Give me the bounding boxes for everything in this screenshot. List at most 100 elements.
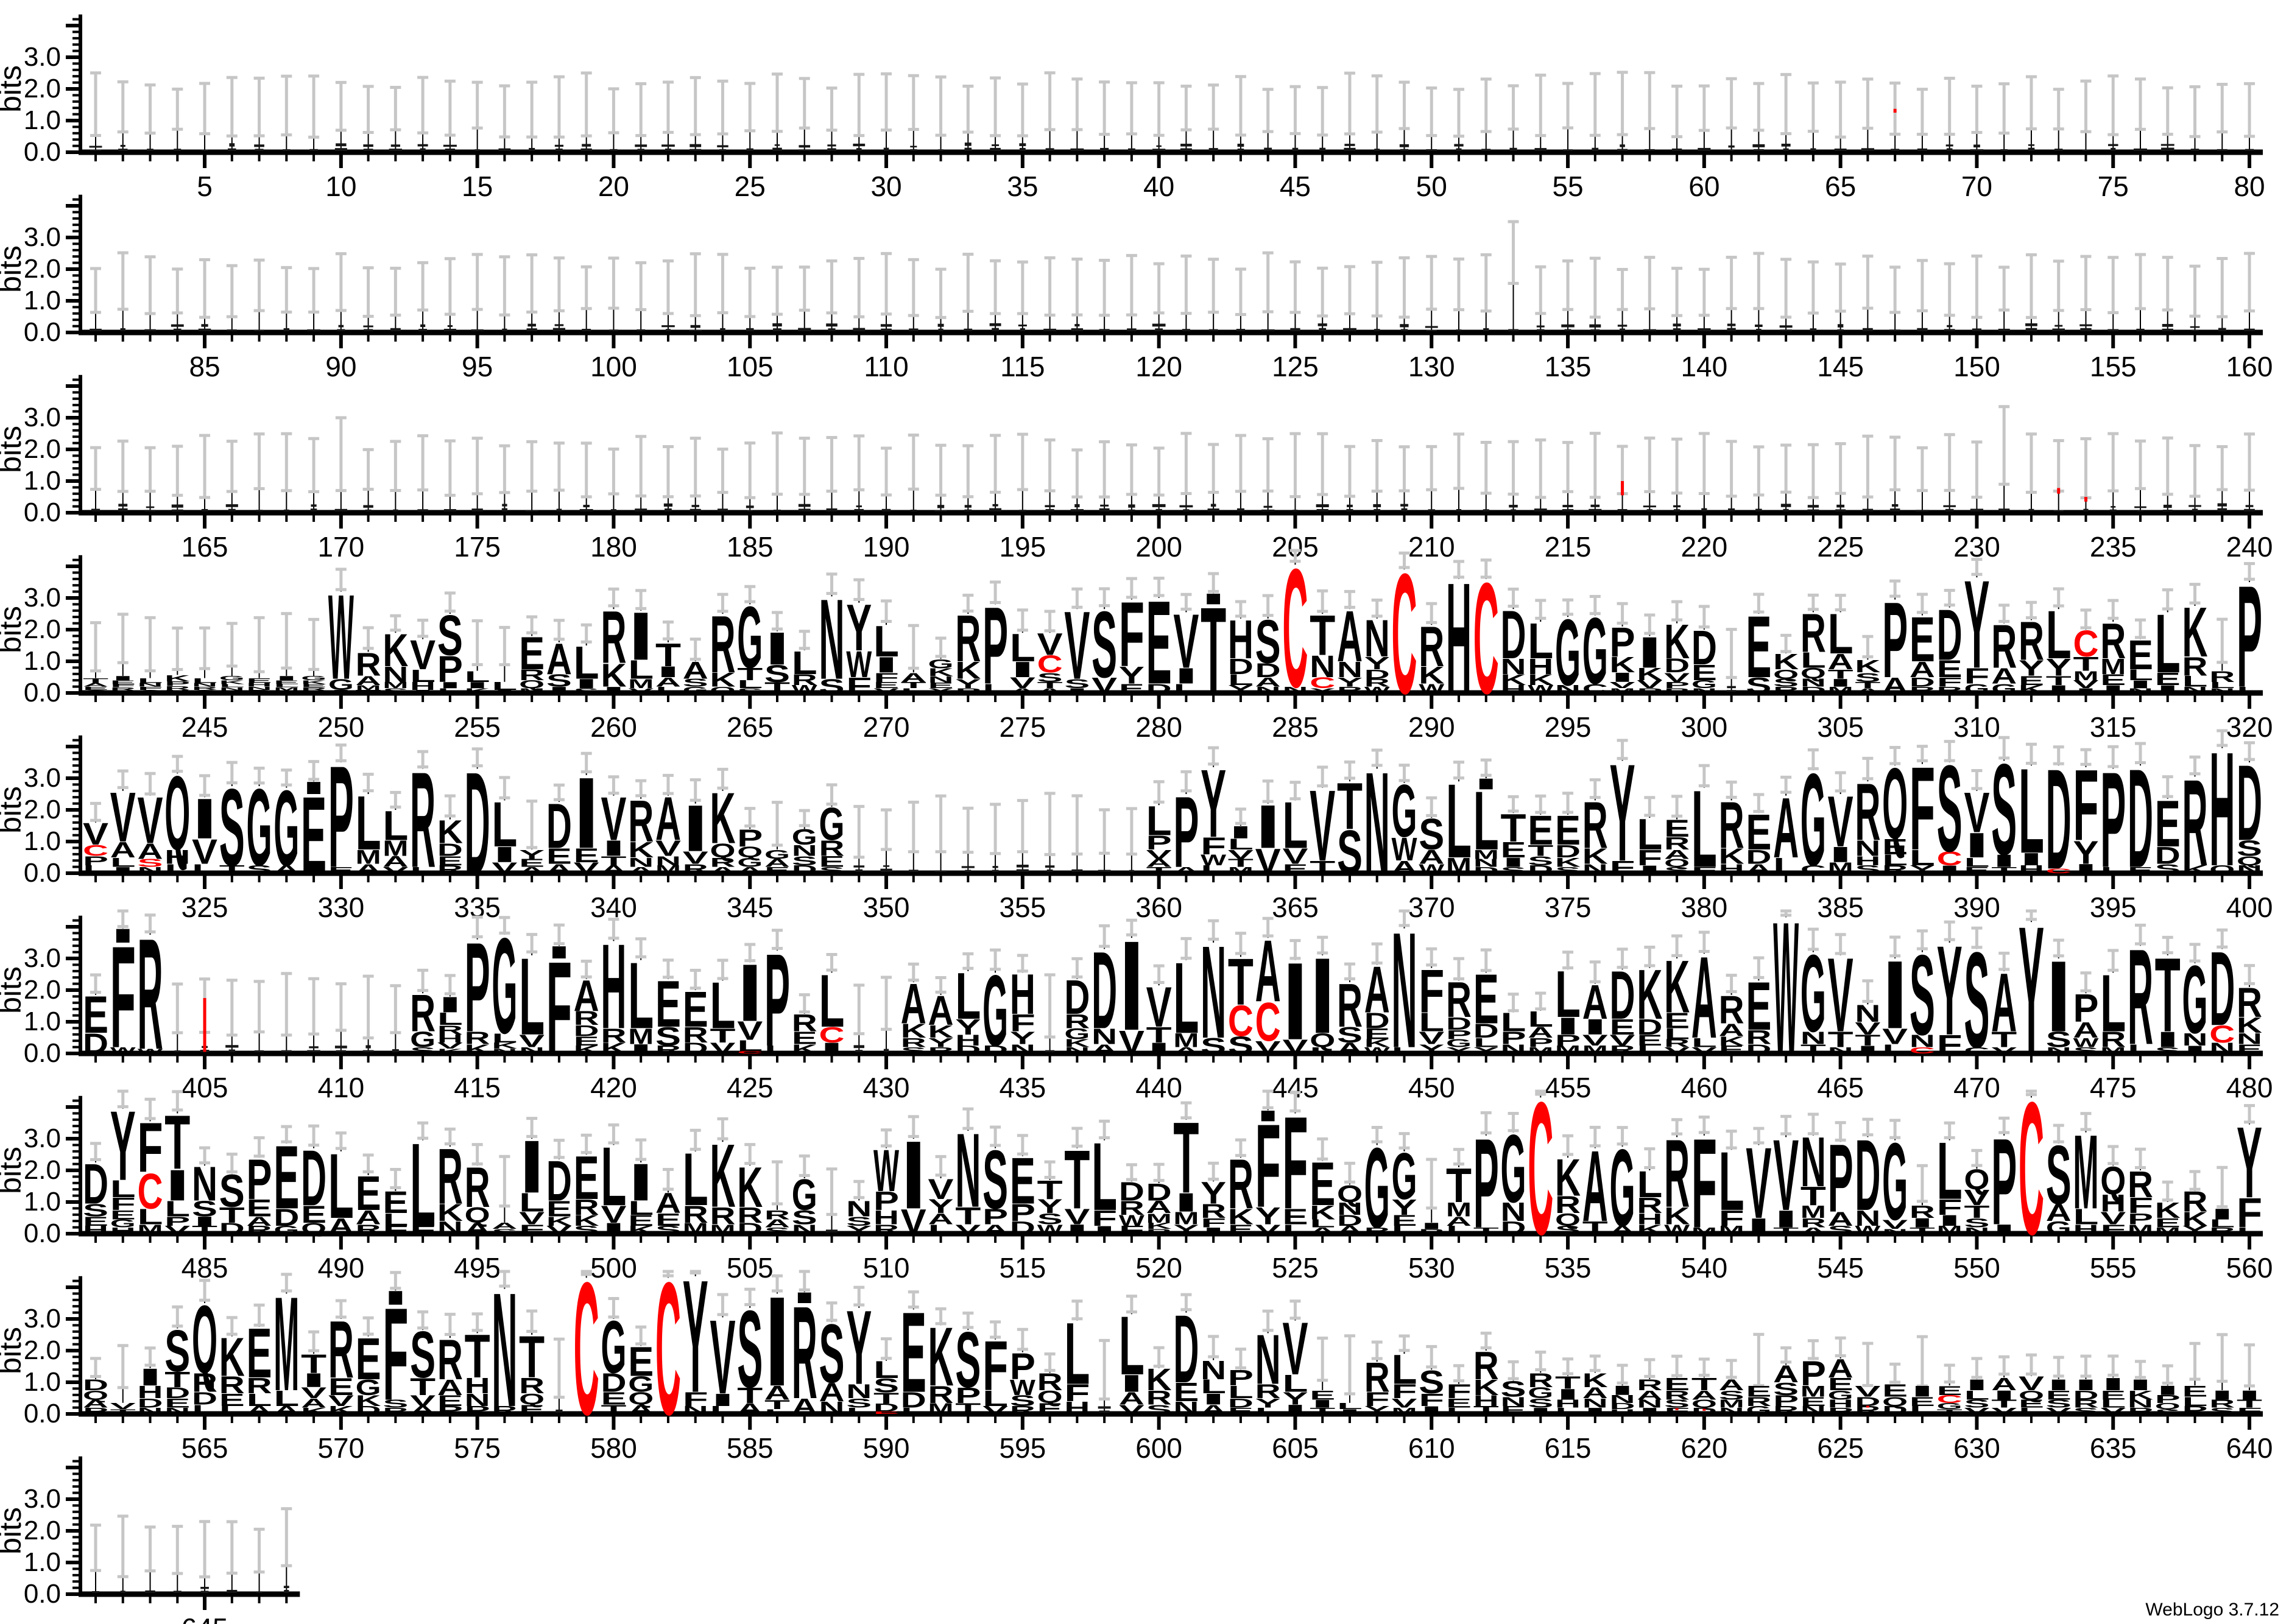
logo-letter: F (383, 1280, 408, 1428)
logo-letter: S (574, 687, 599, 694)
logo-letter: L (1310, 1218, 1335, 1230)
svg-text:75: 75 (2098, 170, 2129, 202)
logo-letter: T (2155, 937, 2181, 1054)
logo-letter: M (2128, 1222, 2153, 1237)
logo-letter: E (1637, 1032, 1662, 1049)
logo-letter: N (1910, 1031, 1935, 1051)
logo-letter: D (273, 1204, 299, 1231)
logo-letter: I (2182, 1044, 2208, 1056)
logo-letter: I (1119, 1370, 1144, 1397)
logo-letter: K (574, 1044, 599, 1056)
svg-text:95: 95 (462, 351, 493, 382)
logo-letter: H (2019, 863, 2044, 876)
logo-letter: L (2046, 596, 2072, 672)
logo-letter: S (1555, 865, 1581, 875)
logo-letter: F (2128, 1193, 2153, 1218)
logo-letter: H (601, 919, 626, 1055)
logo-letter: R (110, 686, 136, 691)
logo-letter: E (2128, 865, 2153, 875)
logo-letter: R (1364, 1354, 1390, 1401)
logo-letter: N (164, 1406, 190, 1416)
logo-letter: F (110, 1194, 136, 1214)
logo-letter: F (110, 683, 136, 688)
logo-letter: N (792, 1222, 817, 1237)
logo-letter: V (2073, 678, 2098, 691)
logo-letter: I (1746, 1214, 1771, 1239)
logo-letter: D (792, 863, 817, 876)
logo-letter: R (465, 1028, 490, 1048)
logo-letter: E (1719, 1044, 1744, 1056)
logo-letter: G (1937, 1402, 1963, 1411)
svg-text:bits: bits (0, 606, 27, 653)
logo-letter: T (1201, 582, 1226, 720)
logo-letter: I (110, 865, 136, 875)
logo-letter: H (1719, 862, 1744, 876)
logo-letter: S (219, 1166, 245, 1217)
logo-letter: C (1228, 996, 1254, 1045)
logo-letter: C (83, 842, 108, 859)
logo-letter: E (1610, 1015, 1635, 1039)
logo-letter: Y (1419, 1042, 1444, 1056)
logo-letter: E (873, 681, 899, 691)
svg-text:bits: bits (0, 426, 27, 473)
logo-letter: Q (301, 1220, 326, 1237)
logo-letter: T (764, 1397, 790, 1412)
svg-text:2.0: 2.0 (24, 1155, 61, 1185)
logo-letter: R (710, 855, 735, 870)
logo-letter: P (465, 1404, 490, 1416)
svg-text:580: 580 (590, 1432, 637, 1464)
logo-letter: I (1882, 941, 1908, 1049)
logo-letter: K (2182, 1208, 2208, 1230)
logo-letter: T (1528, 842, 1553, 859)
logo-letter: H (1555, 1398, 1581, 1410)
logo-letter: A (655, 1188, 681, 1220)
logo-letter: P (1828, 1125, 1853, 1233)
logo-letter: W (846, 644, 872, 686)
logo-letter: K (2128, 1388, 2153, 1402)
logo-letter: H (1064, 1398, 1090, 1418)
logo-letter: A (737, 1400, 763, 1418)
logo-letter: K (1555, 855, 1581, 870)
logo-letter: K (2019, 683, 2044, 695)
red-mark (1702, 1408, 1706, 1411)
logo-letter: E (601, 1388, 626, 1408)
svg-text:bits: bits (0, 245, 27, 293)
logo-letter: R (628, 789, 654, 855)
svg-text:560: 560 (2226, 1252, 2273, 1284)
logo-letter: Q (83, 1388, 108, 1402)
logo-letter: E (819, 853, 845, 871)
logo-letter: T (301, 1349, 326, 1379)
logo-letter: D (1937, 594, 1963, 675)
logo-letter: G (219, 675, 245, 681)
logo-letter: N (1801, 1123, 1826, 1201)
logo-letter: E (764, 865, 790, 875)
logo-letter: G (1364, 1125, 1390, 1252)
svg-text:390: 390 (1953, 891, 2000, 923)
logo-letter: E (2155, 669, 2181, 689)
logo-letter: N (1501, 1042, 1526, 1056)
svg-text:455: 455 (1545, 1072, 1592, 1103)
logo-letter: G (1828, 1388, 1853, 1402)
logo-letter: N (628, 855, 654, 870)
logo-letter: S (1855, 863, 1880, 876)
svg-text:3.0: 3.0 (24, 402, 61, 432)
logo-letter: P (2073, 986, 2098, 1031)
svg-text:575: 575 (454, 1432, 501, 1464)
logo-letter: T (1146, 865, 1172, 875)
logo-letter: N (1391, 898, 1417, 1083)
logo-letter: C (2209, 1021, 2235, 1048)
logo-letter: V (1855, 1018, 1880, 1038)
logo-letter: H (1473, 1392, 1499, 1410)
svg-text:bits: bits (0, 966, 27, 1014)
logo-letter: L (1337, 1402, 1363, 1411)
logo-letter: N (1364, 609, 1390, 668)
logo-letter: F (1610, 857, 1635, 877)
logo-letter: I (546, 685, 572, 695)
logo-letter: T (601, 854, 626, 868)
logo-letter: Y (1610, 736, 1635, 890)
logo-letter: V (1610, 681, 1636, 691)
logo-letter: Y (1119, 662, 1144, 689)
logo-letter: T (1037, 1175, 1063, 1204)
logo-letter: D (1501, 1218, 1526, 1238)
